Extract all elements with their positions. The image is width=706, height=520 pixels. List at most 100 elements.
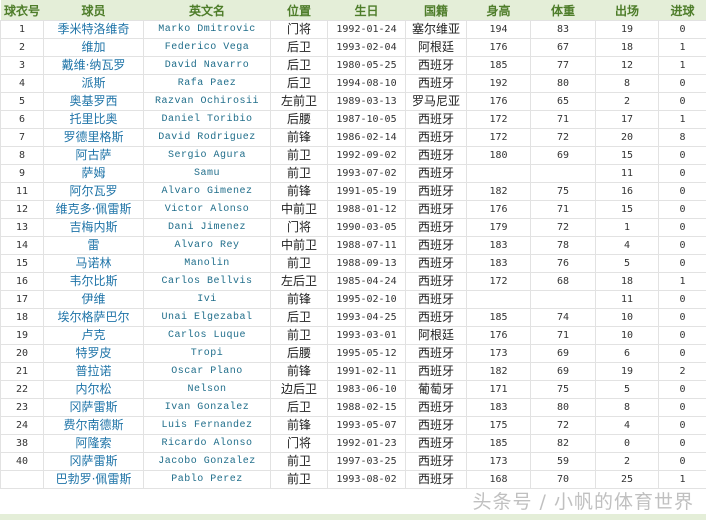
footer-bar: [0, 514, 706, 520]
cell-birthdate: 1994-08-10: [327, 74, 406, 93]
header-weight: 体重: [530, 0, 596, 21]
cell-birthdate: 1992-09-02: [327, 146, 406, 165]
cell-position: 后卫: [270, 56, 328, 75]
cell-goals: 0: [658, 200, 706, 219]
cell-appearances: 19: [595, 362, 659, 381]
cell-birthdate: 1993-05-07: [327, 416, 406, 435]
cell-nationality: 西班牙: [405, 272, 467, 291]
cell-weight: 75: [530, 380, 596, 399]
cell-weight: 72: [530, 416, 596, 435]
cell-player-name-en: Sergio Agura: [143, 146, 271, 165]
cell-jersey-number: 23: [0, 398, 44, 417]
cell-position: 边后卫: [270, 380, 328, 399]
cell-appearances: 5: [595, 380, 659, 399]
cell-position: 后腰: [270, 344, 328, 363]
cell-appearances: 15: [595, 200, 659, 219]
cell-weight: 80: [530, 398, 596, 417]
cell-height: 173: [466, 344, 531, 363]
cell-birthdate: 1992-01-24: [327, 20, 406, 39]
cell-nationality: 西班牙: [405, 110, 467, 129]
cell-jersey-number: 7: [0, 128, 44, 147]
cell-appearances: 2: [595, 92, 659, 111]
cell-nationality: 西班牙: [405, 434, 467, 453]
cell-jersey-number: 3: [0, 56, 44, 75]
cell-jersey-number: 16: [0, 272, 44, 291]
cell-goals: 0: [658, 236, 706, 255]
cell-jersey-number: 24: [0, 416, 44, 435]
cell-nationality: 葡萄牙: [405, 380, 467, 399]
cell-position: 前卫: [270, 146, 328, 165]
cell-height: 172: [466, 272, 531, 291]
cell-jersey-number: 20: [0, 344, 44, 363]
cell-appearances: 10: [595, 326, 659, 345]
cell-position: 门将: [270, 218, 328, 237]
cell-goals: 0: [658, 146, 706, 165]
cell-goals: 1: [658, 56, 706, 75]
cell-height: 180: [466, 146, 531, 165]
cell-nationality: 西班牙: [405, 218, 467, 237]
cell-height: 185: [466, 308, 531, 327]
cell-player-name-cn: 罗德里格斯: [43, 128, 144, 147]
cell-height: 194: [466, 20, 531, 39]
cell-jersey-number: [0, 470, 44, 489]
cell-birthdate: 1987-10-05: [327, 110, 406, 129]
cell-goals: 0: [658, 290, 706, 309]
cell-player-name-en: Jacobo Gonzalez: [143, 452, 271, 471]
cell-player-name-cn: 费尔南德斯: [43, 416, 144, 435]
cell-goals: 0: [658, 218, 706, 237]
cell-weight: 68: [530, 272, 596, 291]
cell-height: 171: [466, 380, 531, 399]
cell-height: 176: [466, 200, 531, 219]
header-nationality: 国籍: [405, 0, 467, 21]
cell-player-name-en: Unai Elgezabal: [143, 308, 271, 327]
cell-player-name-cn: 韦尔比斯: [43, 272, 144, 291]
header-appearances: 出场: [595, 0, 659, 21]
cell-birthdate: 1980-05-25: [327, 56, 406, 75]
table-row: 3 戴维·纳瓦罗 David Navarro 后卫 1980-05-25 西班牙 185 77…: [0, 56, 706, 75]
cell-height: 182: [466, 182, 531, 201]
table-row: 9 萨姆 Samu 前卫 1993-07-02 西班牙 11 0: [0, 164, 706, 183]
table-row: 6 托里比奥 Daniel Toribio 后腰 1987-10-05 西班牙 172 71 1…: [0, 110, 706, 129]
cell-birthdate: 1985-04-24: [327, 272, 406, 291]
cell-weight: 69: [530, 146, 596, 165]
cell-birthdate: 1993-03-01: [327, 326, 406, 345]
cell-goals: 0: [658, 452, 706, 471]
cell-weight: 78: [530, 236, 596, 255]
cell-appearances: 0: [595, 434, 659, 453]
table-row: 18 埃尔格萨巴尔 Unai Elgezabal 后卫 1993-04-25 西班牙 185…: [0, 308, 706, 327]
header-position: 位置: [270, 0, 328, 21]
cell-height: 183: [466, 254, 531, 273]
cell-weight: 67: [530, 38, 596, 57]
cell-appearances: 4: [595, 236, 659, 255]
cell-appearances: 4: [595, 416, 659, 435]
table-row: 4 派斯 Rafa Paez 后卫 1994-08-10 西班牙 192 80 8 0: [0, 74, 706, 93]
cell-player-name-en: Ricardo Alonso: [143, 434, 271, 453]
cell-weight: 82: [530, 434, 596, 453]
cell-birthdate: 1989-03-13: [327, 92, 406, 111]
cell-appearances: 5: [595, 254, 659, 273]
cell-jersey-number: 22: [0, 380, 44, 399]
cell-goals: 0: [658, 344, 706, 363]
cell-weight: 71: [530, 326, 596, 345]
cell-position: 前卫: [270, 470, 328, 489]
cell-height: 176: [466, 92, 531, 111]
cell-jersey-number: 18: [0, 308, 44, 327]
cell-birthdate: 1993-08-02: [327, 470, 406, 489]
cell-player-name-cn: 特罗皮: [43, 344, 144, 363]
cell-player-name-cn: 冈萨雷斯: [43, 398, 144, 417]
cell-appearances: 25: [595, 470, 659, 489]
cell-player-name-en: Carlos Bellvis: [143, 272, 271, 291]
cell-appearances: 8: [595, 74, 659, 93]
cell-goals: 8: [658, 128, 706, 147]
cell-nationality: 西班牙: [405, 74, 467, 93]
cell-jersey-number: 13: [0, 218, 44, 237]
cell-appearances: 15: [595, 146, 659, 165]
cell-position: 中前卫: [270, 200, 328, 219]
cell-weight: 72: [530, 218, 596, 237]
cell-jersey-number: 17: [0, 290, 44, 309]
cell-goals: 1: [658, 38, 706, 57]
cell-birthdate: 1995-05-12: [327, 344, 406, 363]
cell-birthdate: 1993-02-04: [327, 38, 406, 57]
cell-goals: 0: [658, 308, 706, 327]
cell-goals: 0: [658, 20, 706, 39]
